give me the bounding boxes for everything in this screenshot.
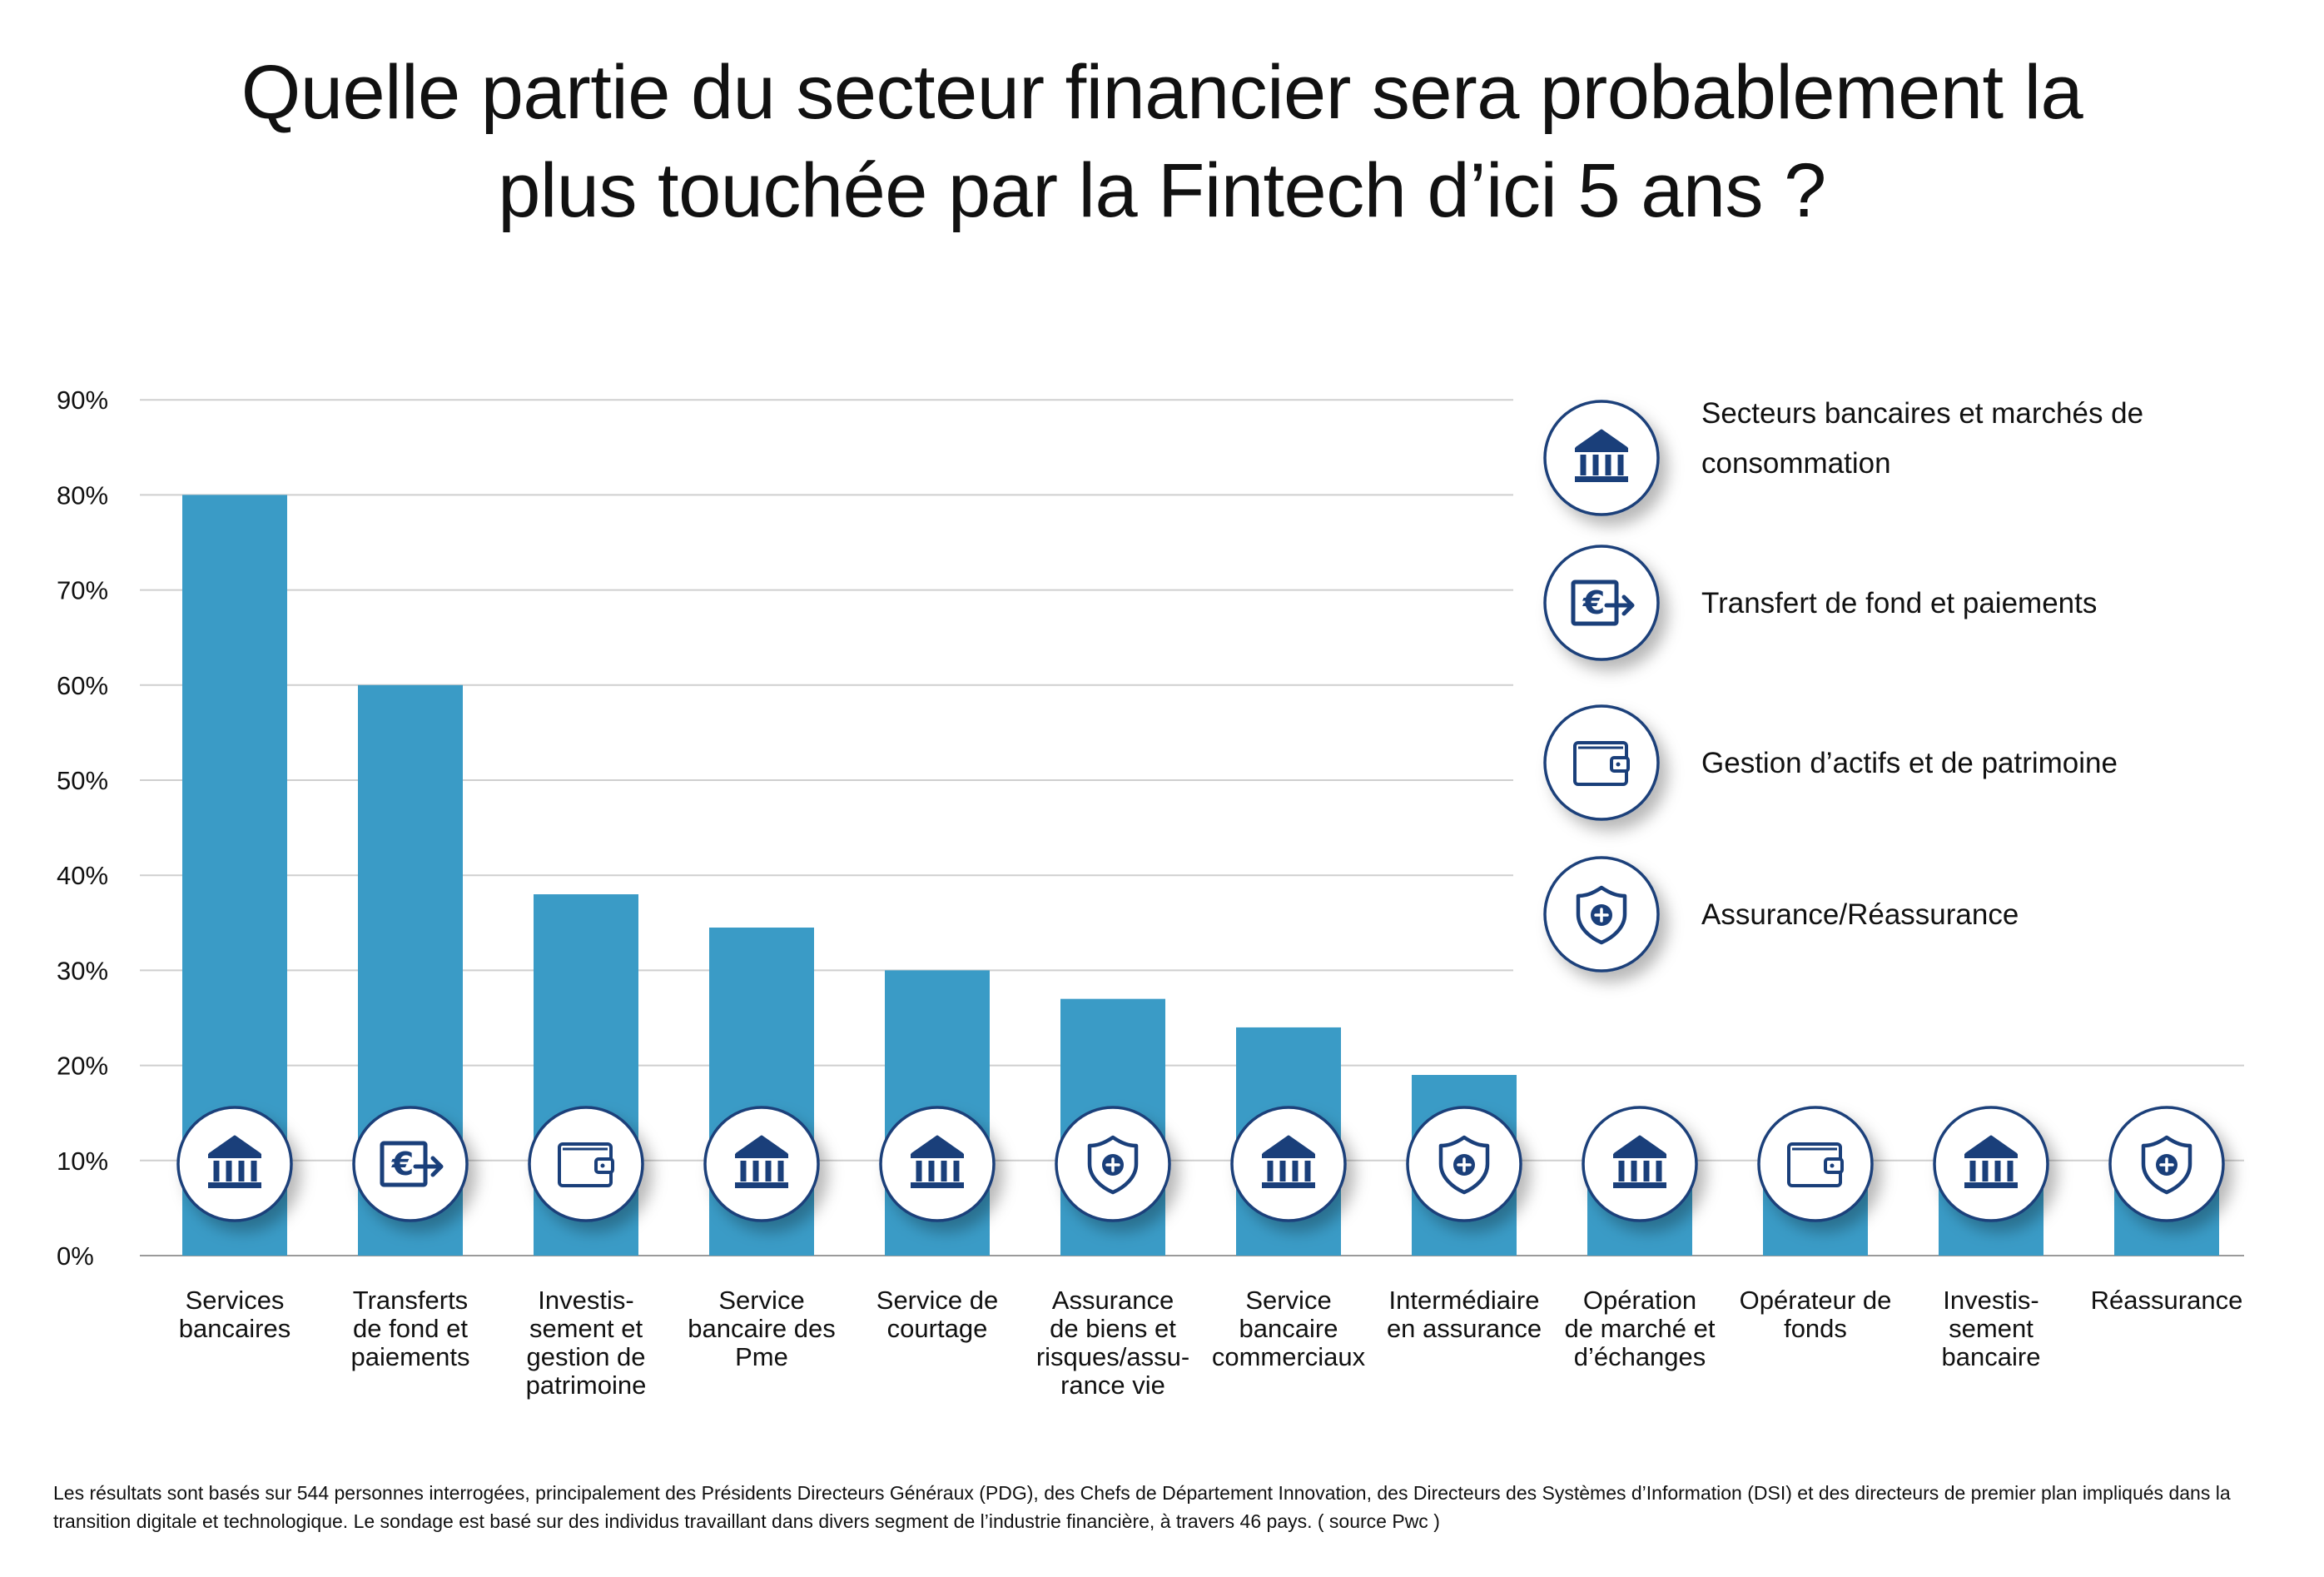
bank-icon [1543, 400, 1660, 516]
legend-label: Secteurs bancaires et marchés de consomma… [1701, 397, 2143, 480]
svg-text:€: € [391, 1146, 414, 1182]
x-tick-label: Assurance de biens et risques/assu-rance v… [1036, 1286, 1189, 1400]
wallet-icon [528, 1106, 644, 1222]
x-tick-label: Intermédiaire en assurance [1387, 1286, 1542, 1343]
y-tick-label: 40% [57, 861, 108, 890]
x-tick-label: Transferts de fond et paiements [350, 1286, 469, 1371]
title-line-2: plus touchée par la Fintech d’ici 5 ans … [498, 148, 1826, 233]
x-tick-label: Réassurance [2091, 1286, 2243, 1315]
legend-item: Gestion d’actifs et de patrimoine [1543, 704, 2118, 821]
legend-label: Assurance/Réassurance [1701, 898, 2019, 931]
transfer-icon: € [1543, 545, 1660, 661]
y-axis-ticks: 0% 10% 20% 30% 40% 50% 60% 70% 80% 90% [57, 386, 108, 1271]
x-axis-labels: Services bancaires Transferts de fond et pai… [179, 1286, 2243, 1400]
shield-icon [1055, 1106, 1171, 1222]
y-tick-label: 0% [57, 1241, 94, 1271]
y-tick-label: 30% [57, 956, 108, 985]
legend-item: € Transfert de fond et paiements [1543, 545, 2097, 661]
bar-icons: € [176, 1106, 2225, 1222]
x-tick-label: Services bancaires [179, 1286, 290, 1343]
legend-item: Secteurs bancaires et marchés de consomma… [1543, 397, 2143, 516]
shield-icon [2108, 1106, 2225, 1222]
legend-item: Assurance/Réassurance [1543, 856, 2019, 973]
x-tick-label: Service de courtage [876, 1286, 998, 1343]
x-tick-label: Service bancaire des Pme [688, 1286, 836, 1371]
svg-text:€: € [1582, 585, 1605, 621]
title-line-1: Quelle partie du secteur financier sera … [241, 50, 2083, 135]
bank-icon [1230, 1106, 1347, 1222]
legend-label: Transfert de fond et paiements [1701, 587, 2097, 619]
y-tick-label: 60% [57, 671, 108, 700]
wallet-icon [1543, 704, 1660, 821]
wallet-icon [1757, 1106, 1874, 1222]
bank-icon [1582, 1106, 1698, 1222]
bank-icon [703, 1106, 820, 1222]
x-tick-label: Opérateur de fonds [1740, 1286, 1892, 1343]
y-tick-label: 90% [57, 386, 108, 415]
bank-icon [176, 1106, 293, 1222]
shield-icon [1406, 1106, 1522, 1222]
legend-label: Gestion d’actifs et de patrimoine [1701, 747, 2118, 779]
legend: Secteurs bancaires et marchés de consomma… [1543, 397, 2143, 973]
y-tick-label: 80% [57, 480, 108, 510]
y-tick-label: 50% [57, 766, 108, 795]
page-title: Quelle partie du secteur financier sera … [0, 43, 2324, 240]
bank-icon [879, 1106, 996, 1222]
transfer-icon: € [352, 1106, 469, 1222]
x-tick-label: Service bancaire commerciaux [1212, 1286, 1366, 1371]
x-tick-label: Investis-sement et gestion de patrimoine [526, 1286, 647, 1400]
y-tick-label: 10% [57, 1147, 108, 1176]
y-tick-label: 70% [57, 576, 108, 605]
x-tick-label: Opération de marché et d’échanges [1565, 1286, 1716, 1371]
bank-icon [1933, 1106, 2049, 1222]
shield-icon [1543, 856, 1660, 973]
x-tick-label: Investis-sement bancaire [1942, 1286, 2041, 1371]
y-tick-label: 20% [57, 1052, 108, 1081]
footnote: Les résultats sont basés sur 544 personn… [53, 1482, 2231, 1532]
